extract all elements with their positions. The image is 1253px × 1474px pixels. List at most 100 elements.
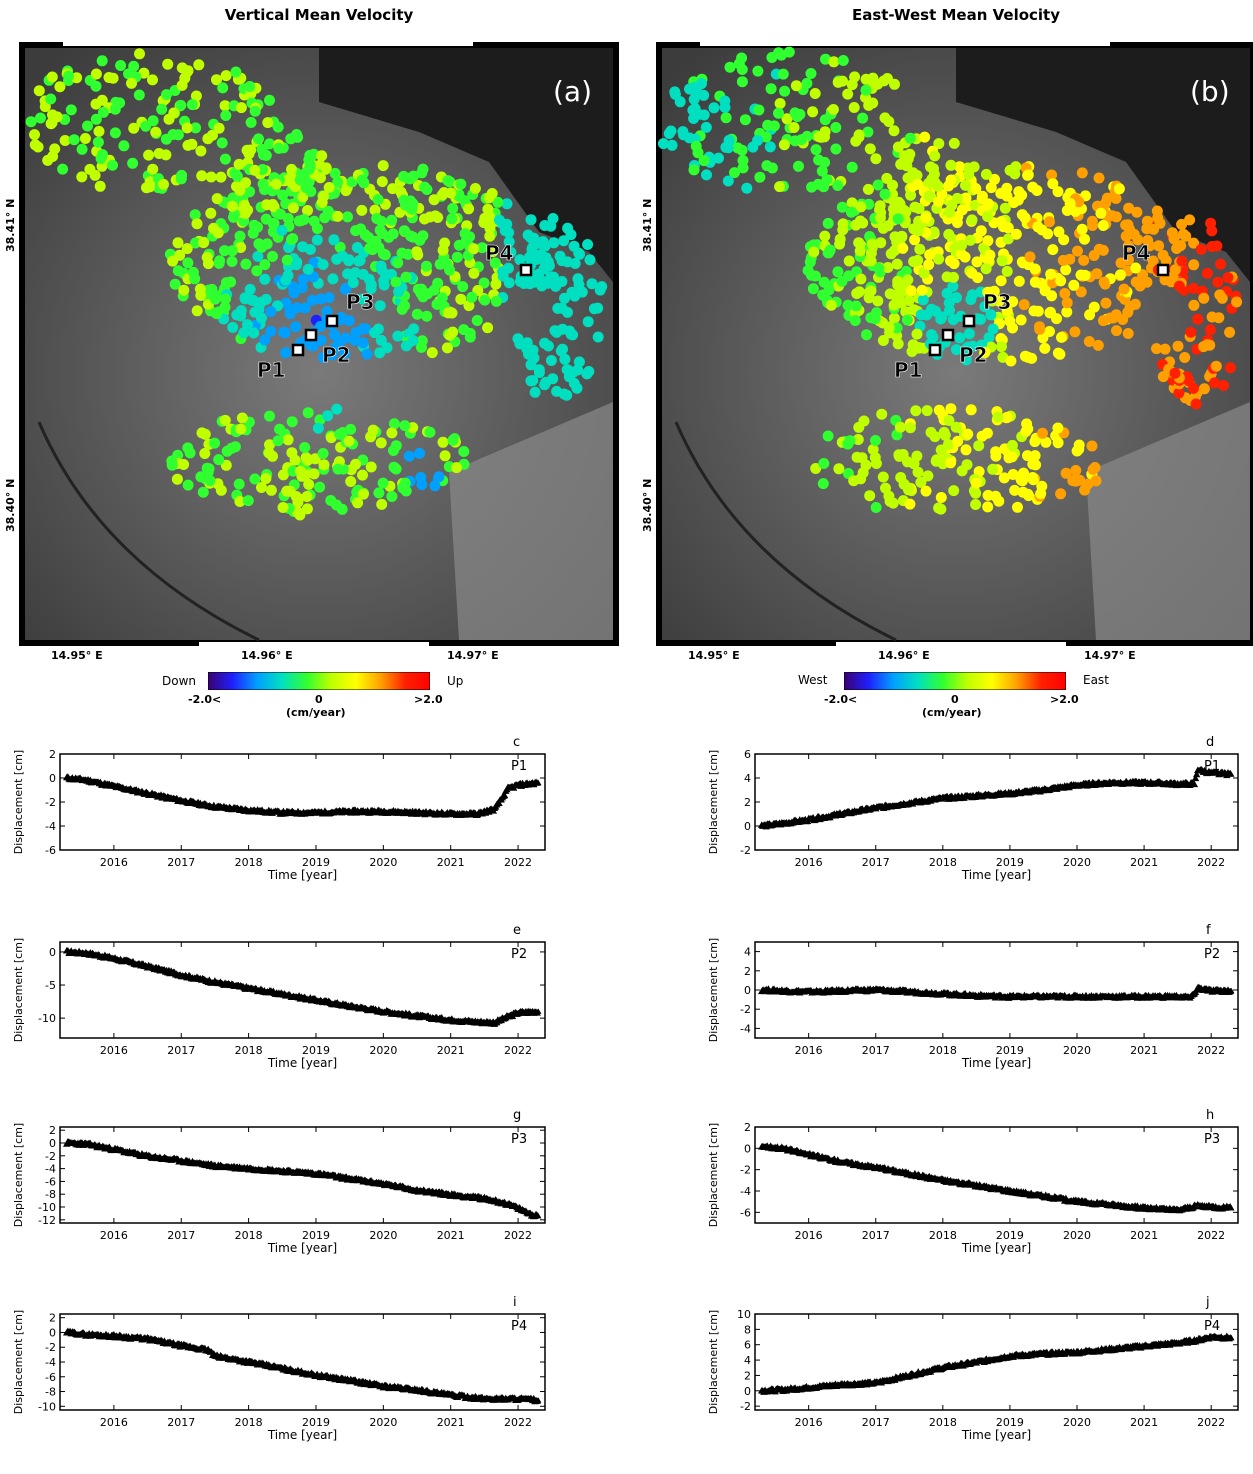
velocity-pixel xyxy=(773,107,784,119)
velocity-pixel xyxy=(387,228,399,240)
velocity-pixel xyxy=(700,121,712,133)
velocity-pixel xyxy=(1179,352,1191,363)
x-tick-label: 2020 xyxy=(1063,1044,1091,1057)
velocity-pixel xyxy=(303,154,315,166)
y-tick-label: 2 xyxy=(49,748,56,761)
velocity-pixel xyxy=(891,258,903,270)
velocity-pixel xyxy=(807,106,819,118)
velocity-pixel xyxy=(233,478,245,490)
y-tick-label: -4 xyxy=(740,1185,751,1198)
velocity-pixel xyxy=(482,203,494,215)
velocity-pixel xyxy=(204,475,216,487)
velocity-pixel xyxy=(1190,398,1202,410)
x-tick-label: 2019 xyxy=(302,1416,330,1429)
velocity-pixel xyxy=(981,427,993,439)
velocity-pixel xyxy=(424,426,436,438)
velocity-pixel xyxy=(1120,230,1132,242)
velocity-pixel xyxy=(855,201,867,213)
velocity-pixel xyxy=(407,335,419,346)
velocity-pixel xyxy=(690,140,702,152)
velocity-pixel xyxy=(867,97,879,109)
velocity-pixel xyxy=(353,255,365,267)
velocity-pixel xyxy=(150,126,162,138)
velocity-pixel xyxy=(414,447,425,459)
velocity-pixel xyxy=(747,141,759,153)
velocity-pixel xyxy=(175,99,187,111)
velocity-pixel xyxy=(928,168,940,180)
velocity-pixel xyxy=(817,478,829,490)
velocity-pixel xyxy=(962,341,974,353)
velocity-pixel xyxy=(90,80,102,92)
velocity-pixel xyxy=(63,70,74,82)
velocity-pixel xyxy=(1204,324,1216,336)
velocity-pixel xyxy=(400,271,412,283)
velocity-pixel xyxy=(375,334,387,346)
x-tick-label: 2018 xyxy=(235,856,263,869)
velocity-pixel xyxy=(777,68,789,80)
velocity-pixel xyxy=(398,225,410,237)
mountain-relief xyxy=(1086,402,1250,640)
velocity-pixel xyxy=(241,319,253,331)
velocity-pixel xyxy=(967,289,978,301)
velocity-pixel xyxy=(319,212,331,224)
velocity-pixel xyxy=(311,234,323,246)
y-tick-label: -4 xyxy=(45,1163,56,1176)
velocity-pixel xyxy=(429,480,441,492)
velocity-pixel xyxy=(925,426,937,438)
velocity-pixel xyxy=(853,421,865,433)
velocity-pixel xyxy=(962,428,974,440)
velocity-pixel xyxy=(45,93,57,105)
velocity-pixel xyxy=(286,416,298,428)
velocity-pixel xyxy=(219,301,231,313)
velocity-pixel xyxy=(929,150,941,162)
velocity-pixel xyxy=(242,204,254,216)
velocity-pixel xyxy=(582,316,594,328)
y-tick-label: -2 xyxy=(740,844,751,857)
x-tick-label: 2019 xyxy=(996,1044,1024,1057)
velocity-pixel xyxy=(280,274,292,286)
x-tick-label: 2020 xyxy=(1063,1229,1091,1242)
velocity-pixel xyxy=(468,243,480,255)
velocity-pixel xyxy=(191,305,203,317)
velocity-pixel xyxy=(565,229,577,241)
velocity-pixel xyxy=(989,173,1000,185)
velocity-pixel xyxy=(729,167,740,179)
velocity-pixel xyxy=(416,341,427,353)
velocity-pixel xyxy=(573,356,585,368)
y-tick-label: -6 xyxy=(45,844,56,857)
velocity-pixel xyxy=(199,448,211,459)
velocity-pixel xyxy=(1029,276,1041,288)
velocity-pixel xyxy=(386,427,398,439)
velocity-pixel xyxy=(1216,292,1228,304)
velocity-pixel xyxy=(1069,326,1081,338)
velocity-pixel xyxy=(1173,387,1185,399)
velocity-pixel xyxy=(960,354,972,366)
velocity-pixel xyxy=(566,286,578,298)
velocity-pixel xyxy=(874,212,886,224)
data-point xyxy=(1190,780,1199,788)
velocity-pixel xyxy=(376,215,387,227)
velocity-pixel xyxy=(708,102,720,114)
velocity-pixel xyxy=(29,139,41,151)
velocity-pixel xyxy=(329,167,341,179)
velocity-pixel xyxy=(239,292,251,304)
velocity-pixel xyxy=(881,172,893,184)
velocity-pixel xyxy=(387,183,399,195)
velocity-pixel xyxy=(1198,383,1210,395)
velocity-pixel xyxy=(372,194,384,205)
velocity-pixel xyxy=(884,288,896,300)
velocity-pixel xyxy=(1110,193,1122,204)
velocity-pixel xyxy=(1215,258,1227,270)
velocity-pixel xyxy=(900,306,912,318)
velocity-pixel xyxy=(810,463,822,474)
velocity-pixel xyxy=(982,211,993,222)
velocity-pixel xyxy=(455,293,467,305)
velocity-pixel xyxy=(562,306,573,318)
velocity-pixel xyxy=(514,254,526,266)
velocity-pixel xyxy=(314,320,326,332)
velocity-pixel xyxy=(837,224,849,236)
velocity-pixel xyxy=(820,53,831,65)
velocity-pixel xyxy=(1088,250,1100,261)
velocity-pixel xyxy=(1060,467,1072,479)
